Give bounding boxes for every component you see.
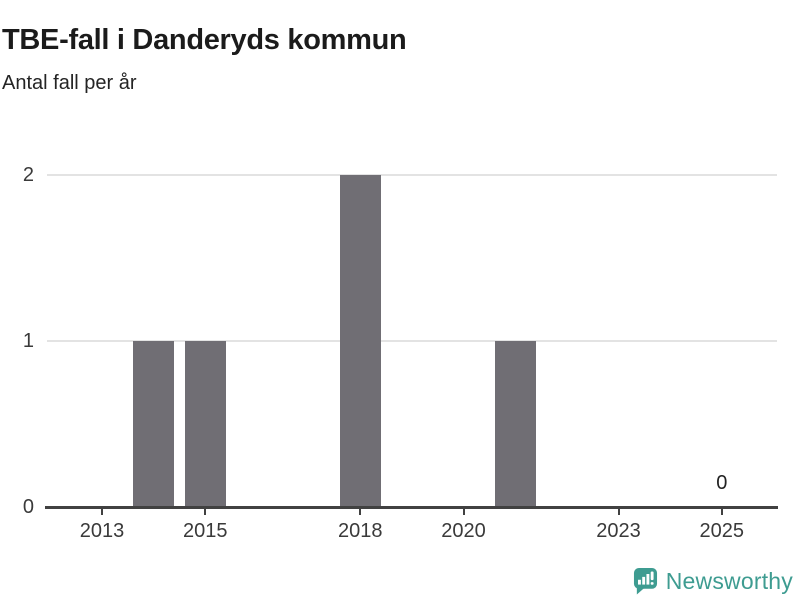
bar-2015 xyxy=(184,341,226,507)
x-axis-label-2020: 2020 xyxy=(441,520,486,542)
x-tick-2025 xyxy=(720,509,723,515)
bar-2018 xyxy=(339,175,381,507)
x-axis-label-2015: 2015 xyxy=(183,520,228,542)
newsworthy-brand-link[interactable]: Newsworthy xyxy=(633,567,793,596)
x-axis-label-2018: 2018 xyxy=(338,520,383,542)
y-axis-label-1: 1 xyxy=(22,330,34,352)
chart-subtitle: Antal fall per år xyxy=(2,72,137,94)
x-axis-line xyxy=(45,506,778,509)
gridline-y-2 xyxy=(47,174,777,176)
value-label-2025: 0 xyxy=(716,472,728,494)
x-axis-label-2023: 2023 xyxy=(596,520,641,542)
x-tick-2018 xyxy=(359,509,362,515)
x-tick-2013 xyxy=(101,509,103,515)
x-axis-label-2025: 2025 xyxy=(699,520,745,542)
x-tick-2020 xyxy=(462,509,465,515)
x-axis-label-2013: 2013 xyxy=(79,520,125,542)
y-axis-label-2: 2 xyxy=(22,164,34,186)
bar-2021 xyxy=(494,341,536,507)
x-tick-2023 xyxy=(617,509,620,515)
bar-2014 xyxy=(133,341,175,507)
y-axis-label-0: 0 xyxy=(22,496,34,518)
gridline-y-1 xyxy=(47,340,777,342)
newsworthy-bar-chart-bubble-icon xyxy=(633,567,658,596)
x-tick-2015 xyxy=(204,509,207,515)
chart-title: TBE-fall i Danderyds kommun xyxy=(2,24,407,57)
brand-name: Newsworthy xyxy=(665,568,793,594)
